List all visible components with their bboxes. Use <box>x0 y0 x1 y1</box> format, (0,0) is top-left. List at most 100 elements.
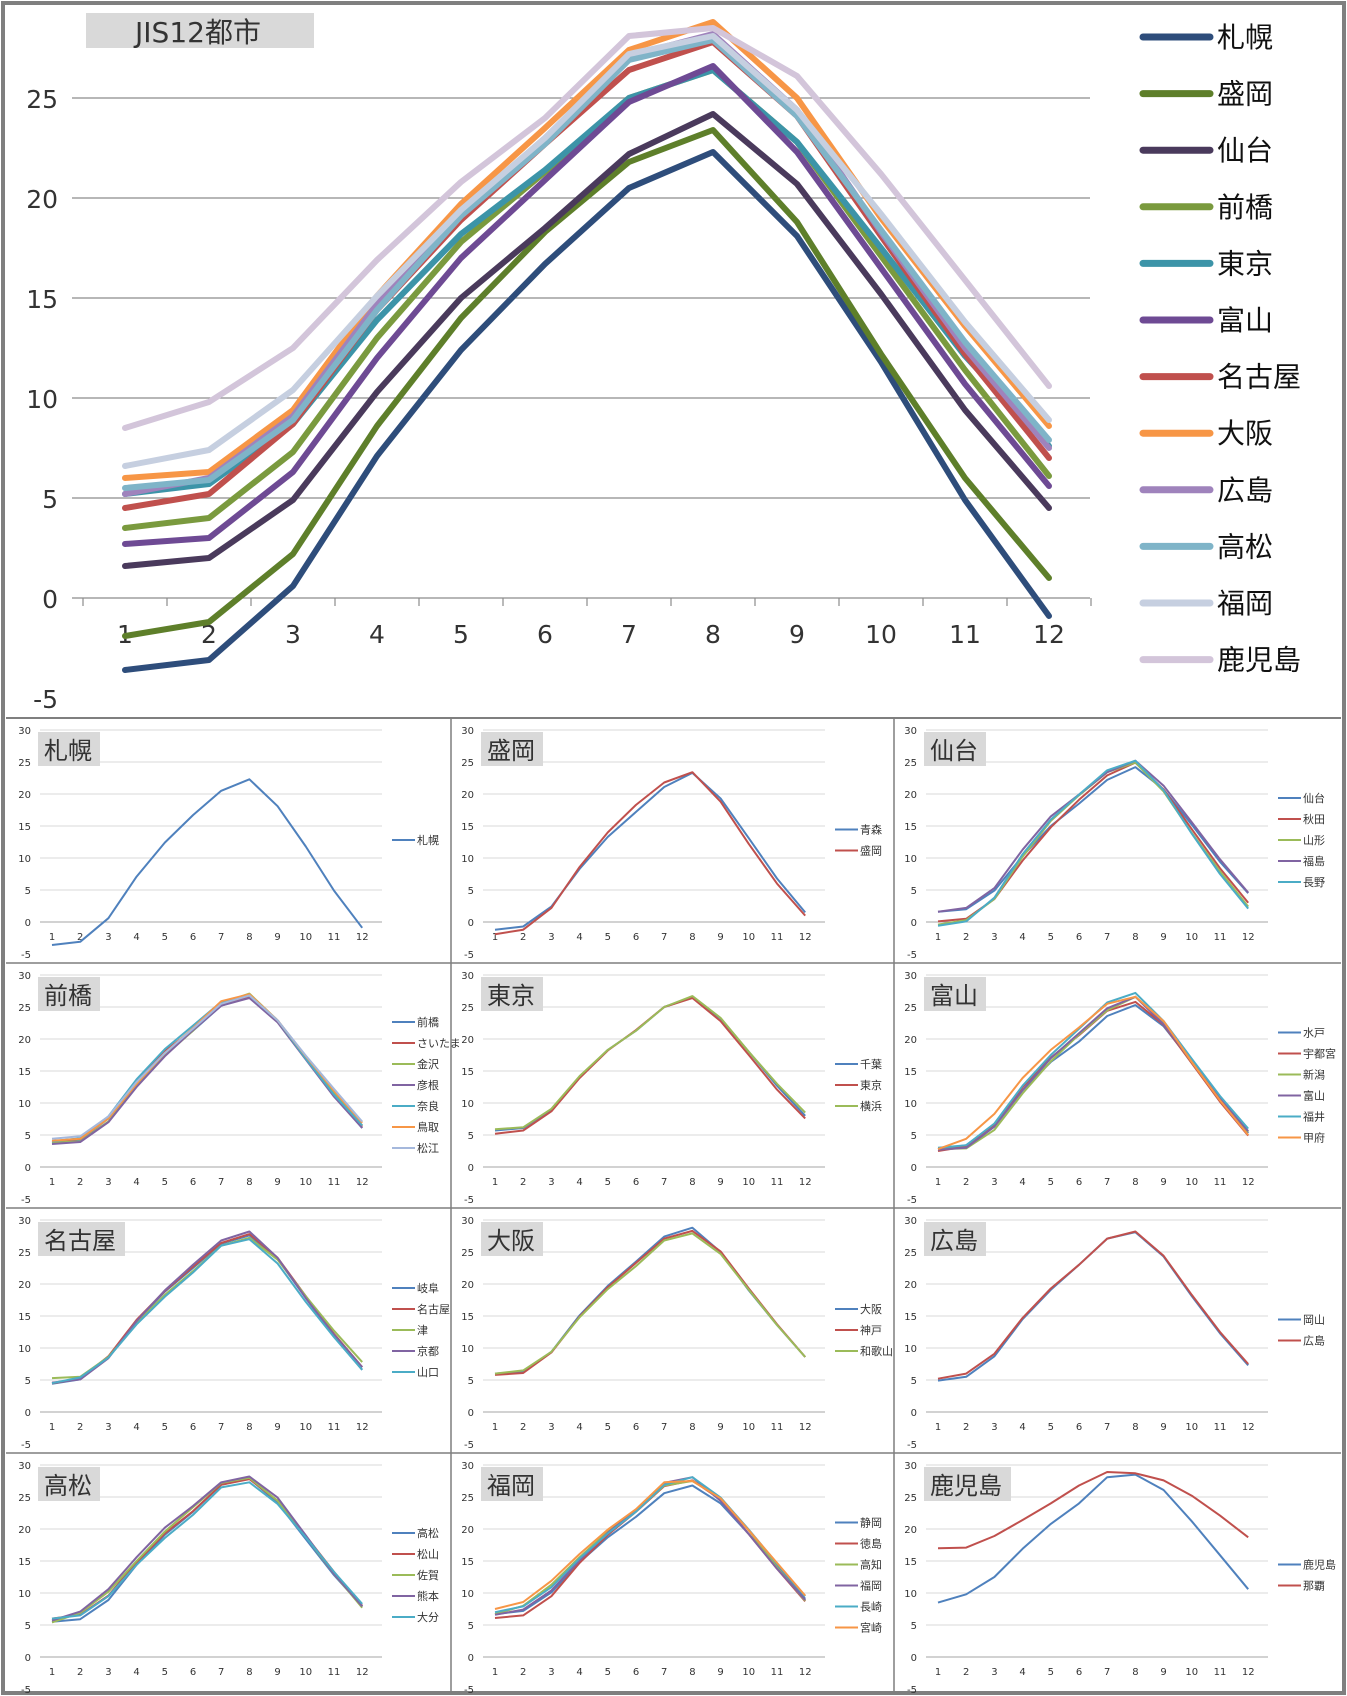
x-tick-label: 7 <box>661 1667 667 1678</box>
x-tick-label: 7 <box>661 1177 667 1188</box>
series-line-2 <box>494 995 806 1131</box>
x-tick-label: 8 <box>246 1667 252 1678</box>
x-tick-label: 11 <box>328 1667 341 1678</box>
x-tick-label: 5 <box>1048 1667 1054 1678</box>
legend-label: 岡山 <box>1303 1314 1325 1327</box>
legend-label: 札幌 <box>1217 21 1273 54</box>
x-tick-label: 1 <box>935 1177 941 1188</box>
legend-label: 前橋 <box>417 1015 439 1029</box>
x-tick-label: 9 <box>717 1177 723 1188</box>
y-tick-label: 5 <box>468 1621 474 1632</box>
y-tick-label: 10 <box>904 854 917 865</box>
x-tick-label: 10 <box>299 932 312 943</box>
x-tick-label: 9 <box>717 1667 723 1678</box>
panel-title-box <box>38 1467 100 1501</box>
legend-label: 和歌山 <box>860 1344 893 1358</box>
y-tick-label: 10 <box>26 385 58 414</box>
x-tick-label: 10 <box>742 1177 755 1188</box>
x-tick-label: 4 <box>576 1177 582 1188</box>
legend-label: 東京 <box>860 1078 882 1092</box>
legend-label: 広島 <box>1303 1334 1325 1348</box>
x-tick-label: 5 <box>605 932 611 943</box>
y-tick-label: -5 <box>907 950 917 961</box>
y-tick-label: 25 <box>904 1248 917 1259</box>
legend-label: 秋田 <box>1303 812 1325 826</box>
x-tick-label: 12 <box>1242 1667 1255 1678</box>
x-tick-label: 7 <box>1104 1177 1110 1188</box>
series-line-10 <box>122 33 1052 469</box>
y-tick-label: 15 <box>461 1312 474 1323</box>
panel-title: 富山 <box>930 982 978 1010</box>
y-tick-label: 25 <box>461 1003 474 1014</box>
y-tick-label: 25 <box>18 1248 31 1259</box>
x-tick-label: 5 <box>1048 1177 1054 1188</box>
x-tick-label: 2 <box>77 1667 83 1678</box>
x-tick-label: 12 <box>1242 932 1255 943</box>
x-tick-label: 1 <box>49 932 55 943</box>
legend-label: 彦根 <box>417 1078 439 1092</box>
y-tick-label: 15 <box>904 1557 917 1568</box>
y-tick-label: 5 <box>25 1621 31 1632</box>
y-tick-label: 30 <box>461 726 474 737</box>
x-tick-label: 6 <box>1076 932 1082 943</box>
x-tick-label: 12 <box>799 1422 812 1433</box>
series-line-0 <box>122 149 1052 673</box>
panel-title: 大阪 <box>487 1227 535 1255</box>
series-line-1 <box>937 1471 1249 1550</box>
legend-label: 高松 <box>1217 530 1273 563</box>
x-tick-label: 10 <box>742 932 755 943</box>
x-tick-label: 12 <box>799 1177 812 1188</box>
y-tick-label: -5 <box>907 1195 917 1206</box>
x-tick-label: 8 <box>1132 1422 1138 1433</box>
y-tick-label: 5 <box>468 1131 474 1142</box>
legend-label: 熊本 <box>417 1589 439 1603</box>
legend-label: 山形 <box>1303 834 1325 847</box>
x-tick-label: 8 <box>1132 1177 1138 1188</box>
y-tick-label: -5 <box>33 685 58 714</box>
legend-label: 山口 <box>417 1366 439 1379</box>
legend-label: 甲府 <box>1303 1131 1325 1145</box>
x-tick-label: 7 <box>218 932 224 943</box>
y-tick-label: 20 <box>18 1035 31 1046</box>
y-tick-label: 25 <box>904 1493 917 1504</box>
y-tick-label: 15 <box>461 1067 474 1078</box>
x-tick-label: 7 <box>661 932 667 943</box>
panel-title: 鹿児島 <box>930 1472 1002 1500</box>
x-tick-label: 5 <box>162 1177 168 1188</box>
x-tick-label: 9 <box>274 1177 280 1188</box>
x-tick-label: 10 <box>742 1667 755 1678</box>
panel-title: 広島 <box>930 1227 978 1255</box>
x-tick-label: 4 <box>576 1422 582 1433</box>
legend-label: さいたま <box>417 1037 461 1050</box>
y-tick-label: 20 <box>904 1280 917 1291</box>
x-tick-label: 3 <box>105 932 111 943</box>
legend-label: 青森 <box>860 823 882 837</box>
x-tick-label: 6 <box>190 1422 196 1433</box>
y-tick-label: 0 <box>468 918 474 929</box>
y-tick-label: 5 <box>25 1131 31 1142</box>
x-tick-label: 2 <box>77 1422 83 1433</box>
series-line-5 <box>494 1480 806 1610</box>
y-tick-label: 10 <box>461 1099 474 1110</box>
y-tick-label: 5 <box>25 886 31 897</box>
y-tick-label: 5 <box>911 1131 917 1142</box>
y-tick-label: 0 <box>911 1653 917 1664</box>
x-tick-label: 12 <box>1242 1422 1255 1433</box>
series-line-4 <box>51 1481 363 1620</box>
legend-label: 高松 <box>417 1526 439 1540</box>
series-line-5 <box>937 995 1249 1151</box>
panel-title: 高松 <box>44 1472 92 1500</box>
x-tick-label: 4 <box>576 932 582 943</box>
series-line-6 <box>51 994 363 1140</box>
y-tick-label: 25 <box>26 85 58 114</box>
y-tick-label: 30 <box>461 971 474 982</box>
x-tick-label: 10 <box>1185 1422 1198 1433</box>
x-tick-label: 8 <box>246 932 252 943</box>
x-tick-label: 8 <box>689 1422 695 1433</box>
y-tick-label: 10 <box>904 1589 917 1600</box>
y-tick-label: -5 <box>21 1195 31 1206</box>
panel-title: 前橋 <box>44 982 92 1010</box>
legend-label: 岐阜 <box>417 1282 439 1295</box>
